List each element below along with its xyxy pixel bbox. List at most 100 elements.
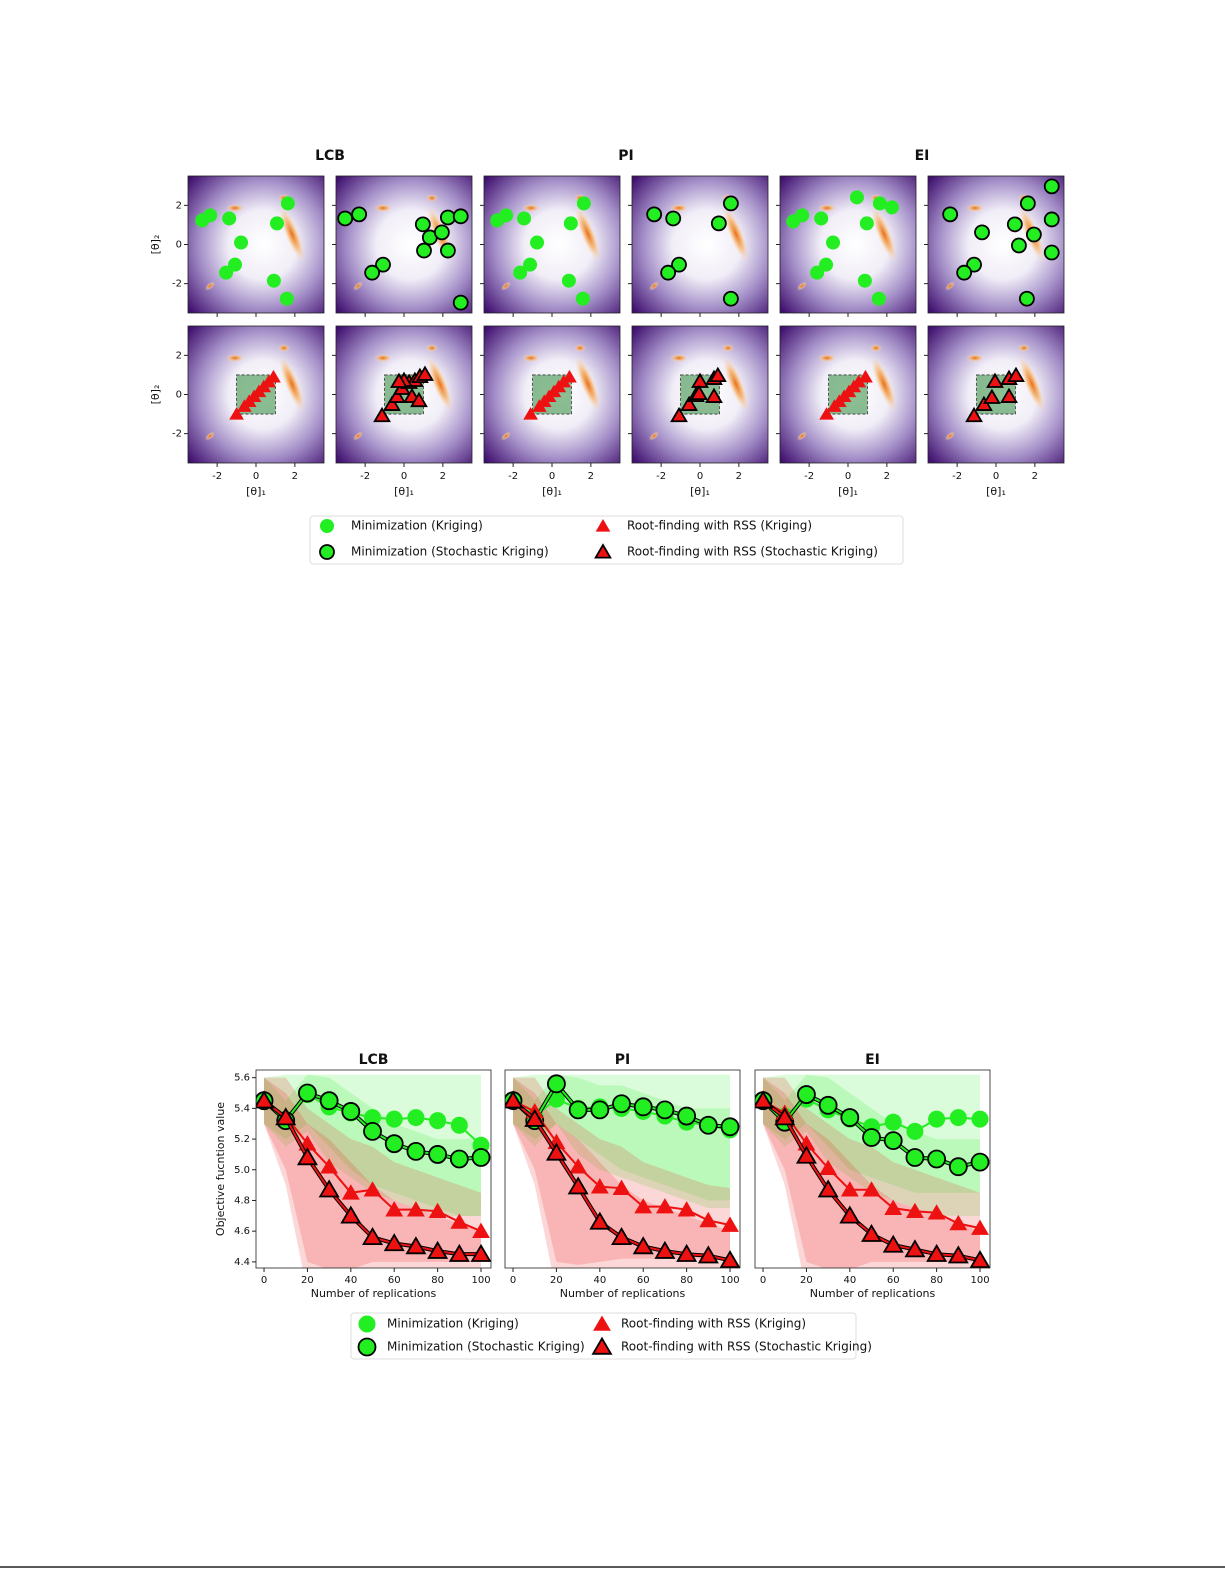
point [882,1234,904,1253]
point [862,1181,881,1197]
point [505,1090,524,1109]
legend-marker [319,544,335,560]
y-tick-label: 0 [176,240,182,251]
point [871,291,886,306]
point [680,395,699,411]
point [949,1214,968,1231]
point [523,407,538,420]
panel [780,176,916,313]
x-axis-label: [θ]₁ [838,485,858,498]
point [774,1107,796,1126]
point [634,1198,653,1214]
x-tick-label: 40 [593,1275,606,1286]
hot-spot [501,431,511,441]
hot-spot [574,344,586,352]
point [275,1107,297,1126]
point [710,215,727,232]
y-tick-label: 5.4 [234,1103,250,1114]
x-tick-label: 100 [720,1275,739,1286]
point [384,1134,404,1154]
point [857,273,872,288]
point [705,387,723,403]
point [974,224,990,241]
hot-spot [966,204,984,212]
point [229,407,244,420]
x-axis-label: [θ]₁ [394,485,414,498]
x-tick-label: -2 [656,471,666,482]
point [341,1184,360,1200]
point [385,1201,404,1217]
confidence-band [513,1074,731,1201]
x-tick-label: 0 [993,471,999,482]
x-tick-label: 20 [800,1275,813,1286]
point [576,196,591,211]
point [612,1179,631,1195]
point [884,200,899,215]
point [433,224,450,241]
x-tick-label: 2 [1032,471,1038,482]
point [906,1122,924,1140]
hot-spot [722,344,734,352]
point [568,1100,588,1120]
point [660,264,677,281]
hot-spot [374,354,392,362]
point [928,1110,946,1128]
hot-spot [818,204,836,212]
point [364,1109,382,1127]
legend-marker [591,1336,613,1355]
legend-marker [593,1315,611,1331]
point [884,1113,902,1131]
point [383,395,401,411]
heatmap [484,176,620,313]
point [814,211,829,226]
panel [928,176,1064,313]
y-tick-label: 5.2 [234,1134,250,1145]
hot-spot [670,204,688,212]
point [406,1141,426,1161]
panel [928,326,1064,463]
hot-spot [279,206,305,262]
hot-spot [278,344,290,352]
point [470,1243,491,1262]
y-tick-label: 2 [176,350,182,361]
x-tick-label: -2 [804,471,814,482]
point [948,1157,968,1177]
point [633,1097,653,1117]
hot-spot [205,431,215,441]
x-tick-label: -2 [212,471,222,482]
hot-spot [723,356,749,412]
legend-text: Minimization (Stochastic Kriging) [387,1340,585,1354]
y-tick-label: 4.4 [234,1257,250,1268]
point [849,190,864,205]
hot-spot [871,206,897,262]
x-tick-label: 60 [637,1275,650,1286]
y-axis-label: Objective fucntion value [214,1102,227,1236]
point [296,1147,318,1166]
confidence-band [264,1077,482,1268]
point [795,1145,817,1164]
point [561,273,576,288]
point [590,1100,610,1120]
point [677,1201,696,1217]
point [690,384,708,401]
point [722,290,739,307]
point [986,372,1004,388]
point [1025,226,1042,243]
legend-marker [358,1315,376,1333]
point [1019,195,1036,212]
x-axis-label: Number of replications [311,1287,437,1300]
point [449,1149,469,1169]
point [1006,216,1023,233]
point [956,264,973,281]
point [440,242,456,259]
point [234,235,249,250]
point [266,369,281,383]
point [699,1211,718,1228]
x-tick-label: 40 [344,1275,357,1286]
y-tick-label: 2 [176,200,182,211]
legend-text: Minimization (Kriging) [351,519,483,533]
point [341,1102,361,1121]
hot-spot [649,431,659,441]
x-axis-label: Number of replications [560,1287,686,1300]
hot-spot [966,354,984,362]
